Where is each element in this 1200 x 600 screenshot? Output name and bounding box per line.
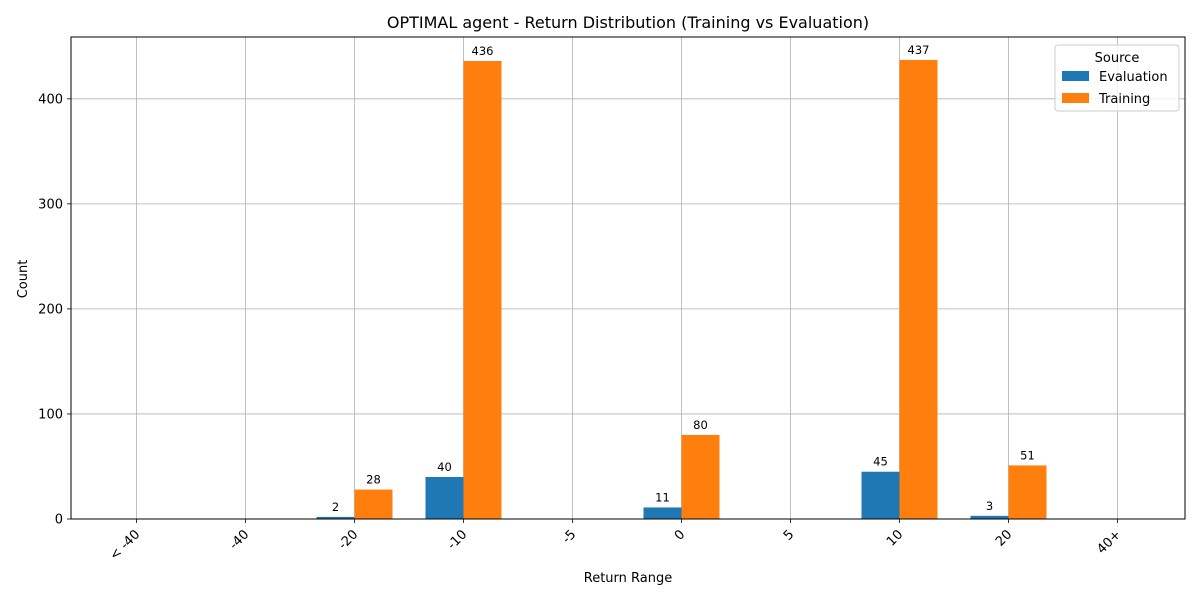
x-tick-label: 5 bbox=[781, 527, 797, 543]
bar-training bbox=[899, 59, 938, 519]
y-tick-label: 400 bbox=[38, 92, 63, 107]
data-label-evaluation: 40 bbox=[437, 460, 452, 474]
legend-label-evaluation: Evaluation bbox=[1099, 70, 1168, 85]
legend-swatch-evaluation bbox=[1062, 71, 1089, 81]
x-tick-label: 20 bbox=[993, 527, 1015, 549]
x-tick-label: < -40 bbox=[107, 527, 143, 563]
data-label-training: 80 bbox=[693, 418, 708, 432]
x-tick-label: -40 bbox=[227, 527, 253, 553]
data-label-training: 51 bbox=[1020, 448, 1035, 462]
x-tick-label: 10 bbox=[884, 527, 906, 549]
bar-evaluation bbox=[970, 515, 1009, 519]
data-label-evaluation: 45 bbox=[873, 455, 888, 469]
x-tick-label: 0 bbox=[672, 527, 688, 543]
data-label-training: 436 bbox=[472, 44, 494, 58]
data-labels: 2 40 11 45 3 28 436 80 437 51 bbox=[332, 43, 1035, 514]
x-tick-label: 40+ bbox=[1094, 527, 1124, 557]
plot-frame bbox=[70, 36, 1186, 520]
data-label-training: 437 bbox=[908, 43, 930, 57]
y-tick-label: 300 bbox=[38, 197, 63, 212]
legend-title: Source bbox=[1095, 51, 1140, 66]
y-tick-label: 0 bbox=[55, 513, 63, 528]
x-axis-label: Return Range bbox=[584, 571, 672, 586]
x-tick-label: -5 bbox=[560, 527, 580, 547]
x-axis: < -40 -40 -20 -10 -5 0 5 10 20 40+ bbox=[107, 519, 1124, 563]
x-tick-label: -10 bbox=[445, 527, 471, 553]
data-label-evaluation: 3 bbox=[986, 499, 993, 513]
data-label-evaluation: 11 bbox=[655, 490, 670, 504]
y-axis-label: Count bbox=[16, 260, 31, 299]
grid bbox=[71, 37, 1185, 520]
bar-training bbox=[1008, 465, 1047, 519]
bar-training bbox=[354, 489, 393, 519]
bar-training bbox=[463, 61, 502, 519]
bar-evaluation bbox=[643, 507, 682, 519]
y-axis: 0 100 200 300 400 bbox=[38, 92, 71, 528]
bars bbox=[316, 59, 1047, 519]
chart-title: OPTIMAL agent - Return Distribution (Tra… bbox=[387, 13, 869, 32]
y-tick-label: 100 bbox=[38, 407, 63, 422]
legend-swatch-training bbox=[1062, 93, 1089, 103]
bar-evaluation bbox=[316, 516, 355, 519]
bar-evaluation bbox=[425, 476, 464, 519]
bar-training bbox=[681, 434, 720, 519]
y-tick-label: 200 bbox=[38, 302, 63, 317]
x-tick-label: -20 bbox=[336, 527, 362, 553]
data-label-training: 28 bbox=[366, 473, 381, 487]
data-label-evaluation: 2 bbox=[332, 500, 339, 514]
legend-label-training: Training bbox=[1098, 92, 1150, 107]
bar-evaluation bbox=[861, 471, 900, 519]
legend: Source Evaluation Training bbox=[1054, 44, 1180, 112]
